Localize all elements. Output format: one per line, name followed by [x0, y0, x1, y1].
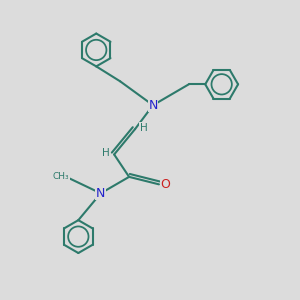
Text: N: N: [148, 99, 158, 112]
Text: H: H: [102, 148, 110, 158]
Text: H: H: [140, 123, 147, 133]
Text: CH₃: CH₃: [53, 172, 69, 182]
Text: N: N: [96, 187, 105, 200]
Text: O: O: [160, 178, 170, 191]
